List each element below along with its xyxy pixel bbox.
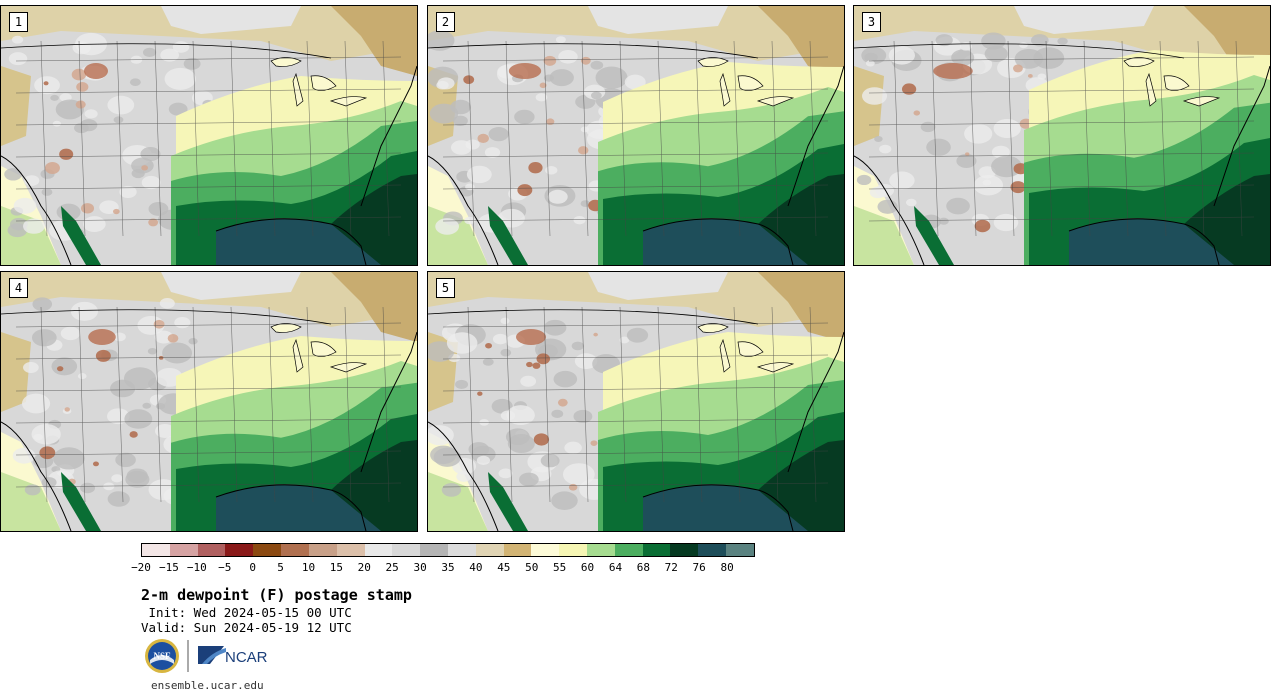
postage-stamp-panel-5: 5 (427, 271, 845, 532)
colorbar-swatch-3 (225, 544, 254, 556)
postage-stamp-panel-1: 1 (0, 5, 418, 266)
colorbar-tick-label: 45 (497, 561, 511, 574)
colorbar-swatch-1 (169, 544, 198, 556)
colorbar-tick-label: 50 (525, 561, 539, 574)
colorbar-tick-label: −15 (158, 561, 179, 574)
colorbar-swatch-10 (420, 544, 448, 556)
dewpoint-colorbar (141, 543, 755, 557)
colorbar-swatch-20 (698, 544, 727, 556)
colorbar-tick-label: 76 (692, 561, 706, 574)
dewpoint-map-5 (428, 272, 844, 531)
colorbar-tick-label: −10 (186, 561, 207, 574)
dewpoint-map-1 (1, 6, 417, 265)
colorbar-tick-label: 25 (385, 561, 399, 574)
member-number-2: 2 (436, 12, 455, 32)
colorbar-tick-label: 80 (720, 561, 734, 574)
colorbar-tick-label: 15 (329, 561, 343, 574)
init-time: Init: Wed 2024-05-15 00 UTC (141, 605, 352, 620)
colorbar-swatch-19 (670, 544, 699, 556)
colorbar-tick-label: 20 (357, 561, 371, 574)
colorbar-swatch-9 (392, 544, 421, 556)
colorbar-swatch-8 (364, 544, 393, 556)
nsf-logo-text: NSF (153, 651, 171, 661)
nsf-logo-icon: NSF (145, 639, 179, 673)
colorbar-tick-label: 55 (553, 561, 567, 574)
member-number-4: 4 (9, 278, 28, 298)
member-number-3: 3 (862, 12, 881, 32)
colorbar-tick-label: 10 (301, 561, 316, 574)
colorbar-swatch-7 (336, 544, 365, 556)
dewpoint-map-4 (1, 272, 417, 531)
colorbar-swatch-18 (642, 544, 671, 556)
figure-title: 2-m dewpoint (F) postage stamp (141, 586, 412, 604)
colorbar-tick-label: 5 (277, 561, 284, 574)
colorbar-tick-labels: −20 −15 −10 −5 0 5 10 15 20 25 30 35 40 45 50 55 60 64 68 7… (131, 561, 755, 575)
colorbar-tick-label: −20 (131, 561, 151, 574)
postage-stamp-panel-3: 3 (853, 5, 1271, 266)
valid-time: Valid: Sun 2024-05-19 12 UTC (141, 620, 352, 635)
colorbar-tick-label: 0 (249, 561, 256, 574)
colorbar-swatch-16 (587, 544, 615, 556)
colorbar-swatch-0 (142, 544, 170, 556)
member-number-5: 5 (436, 278, 455, 298)
colorbar-swatch-13 (503, 544, 532, 556)
colorbar-tick-label: −5 (218, 561, 232, 574)
postage-stamp-panel-2: 2 (427, 5, 845, 266)
ncar-logo-icon: NCAR (198, 646, 268, 666)
colorbar-swatch-15 (559, 544, 587, 556)
colorbar-swatch-6 (308, 544, 337, 556)
colorbar-tick-label: 40 (469, 561, 483, 574)
colorbar-tick-label: 68 (636, 561, 650, 574)
dewpoint-map-3 (854, 6, 1270, 265)
colorbar-tick-label: 64 (608, 561, 623, 574)
logos: NSF NCAR (145, 639, 268, 673)
member-number-1: 1 (9, 12, 28, 32)
colorbar-tick-label: 72 (664, 561, 678, 574)
colorbar-tick-label: 30 (413, 561, 427, 574)
dewpoint-map-2 (428, 6, 844, 265)
colorbar-tick-label: 60 (580, 561, 595, 574)
site-url: ensemble.ucar.edu (151, 679, 264, 692)
colorbar-swatch-4 (253, 544, 282, 556)
ncar-logo-text: NCAR (225, 649, 268, 666)
colorbar-swatch-17 (614, 544, 643, 556)
colorbar-swatch-11 (447, 544, 476, 556)
colorbar-swatch-12 (475, 544, 504, 556)
colorbar-swatch-21 (726, 544, 754, 556)
colorbar-swatch-2 (197, 544, 226, 556)
postage-stamp-panel-4: 4 (0, 271, 418, 532)
colorbar-swatch-5 (281, 544, 309, 556)
colorbar-tick-label: 35 (441, 561, 455, 574)
colorbar-swatch-14 (531, 544, 560, 556)
